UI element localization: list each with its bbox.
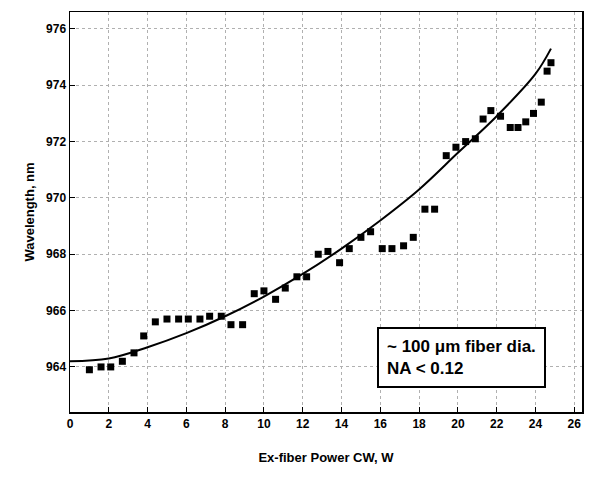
svg-text:8: 8 — [222, 417, 229, 431]
svg-text:974: 974 — [46, 78, 66, 92]
svg-text:14: 14 — [335, 417, 349, 431]
svg-text:964: 964 — [46, 360, 66, 374]
svg-text:Wavelength, nm: Wavelength, nm — [22, 162, 37, 261]
svg-text:22: 22 — [490, 417, 504, 431]
svg-text:972: 972 — [46, 135, 66, 149]
svg-text:968: 968 — [46, 247, 66, 261]
svg-text:18: 18 — [412, 417, 426, 431]
svg-text:6: 6 — [183, 417, 190, 431]
svg-text:966: 966 — [46, 304, 66, 318]
svg-text:2: 2 — [105, 417, 112, 431]
svg-text:~ 100 μm fiber dia.NA < 0.12: ~ 100 μm fiber dia.NA < 0.12 — [387, 337, 536, 378]
svg-text:16: 16 — [374, 417, 388, 431]
svg-text:976: 976 — [46, 22, 66, 36]
svg-text:20: 20 — [451, 417, 465, 431]
svg-text:12: 12 — [296, 417, 310, 431]
svg-text:Ex-fiber Power CW, W: Ex-fiber Power CW, W — [258, 450, 394, 465]
svg-text:4: 4 — [144, 417, 151, 431]
svg-text:970: 970 — [46, 191, 66, 205]
svg-text:24: 24 — [529, 417, 543, 431]
svg-text:26: 26 — [568, 417, 582, 431]
svg-text:0: 0 — [67, 417, 74, 431]
svg-text:10: 10 — [257, 417, 271, 431]
